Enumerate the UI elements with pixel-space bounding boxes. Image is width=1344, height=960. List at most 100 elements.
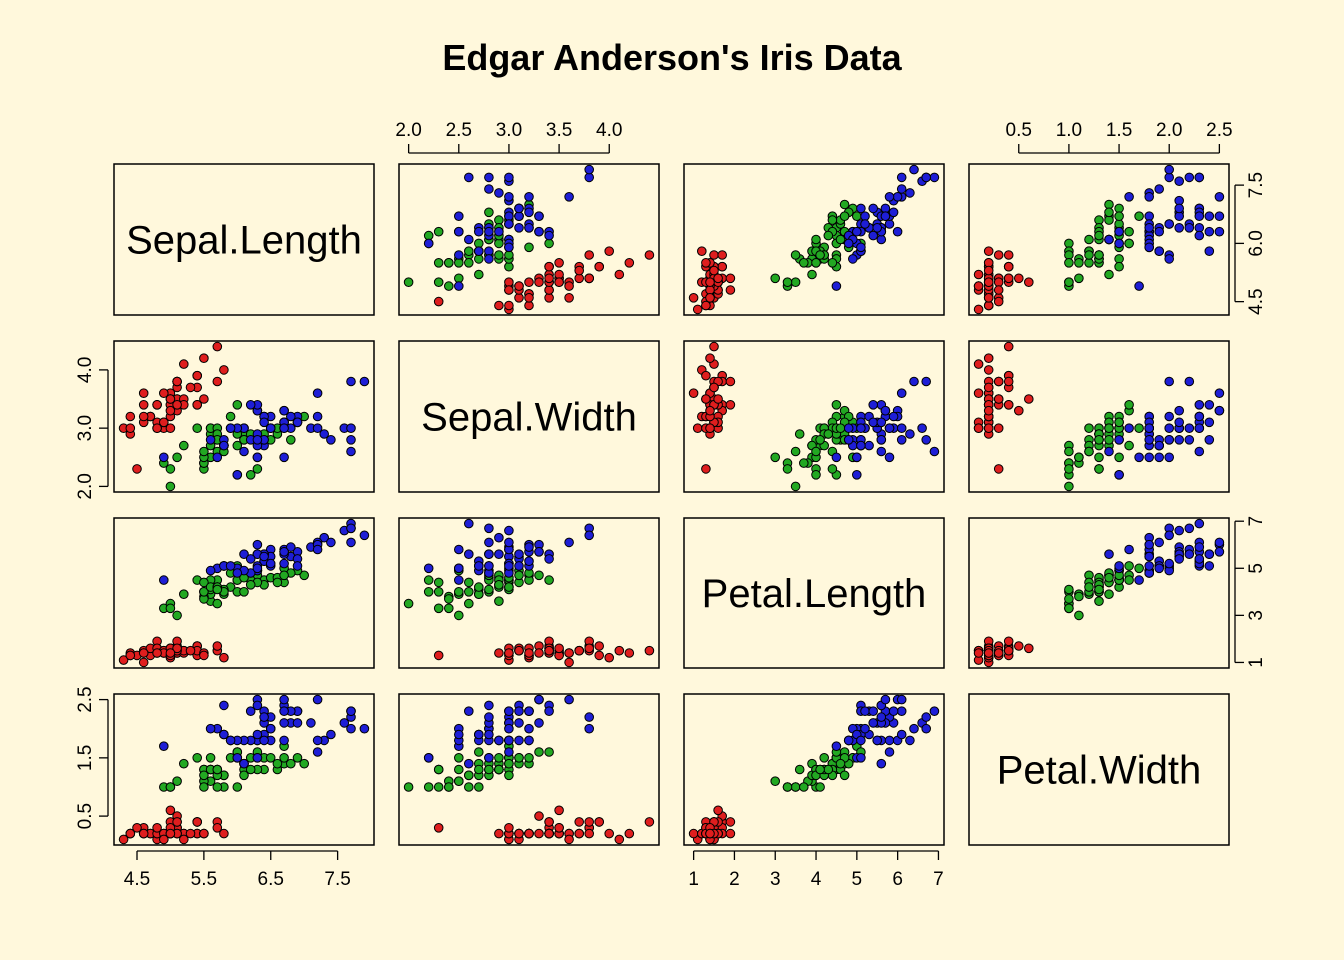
data-point — [604, 652, 615, 663]
data-point — [782, 782, 793, 792]
data-point — [494, 648, 504, 658]
data-point — [423, 782, 434, 792]
data-point — [225, 735, 236, 746]
data-point — [709, 265, 719, 276]
data-point — [132, 823, 142, 833]
data-point — [594, 261, 605, 272]
data-point — [534, 648, 544, 658]
data-point — [504, 172, 514, 183]
data-point — [125, 411, 136, 422]
data-point — [312, 747, 323, 757]
data-point — [1164, 435, 1174, 445]
data-point — [1003, 400, 1014, 410]
data-point — [454, 587, 464, 597]
panel-frame — [398, 517, 660, 669]
data-point — [165, 828, 176, 839]
data-point — [292, 561, 303, 571]
data-point — [212, 376, 223, 387]
data-point — [584, 164, 595, 175]
data-point — [225, 423, 236, 434]
data-point — [1184, 549, 1195, 560]
data-point — [433, 764, 444, 775]
data-point — [564, 281, 574, 291]
data-point — [799, 458, 809, 468]
data-point — [888, 411, 899, 422]
data-point — [868, 203, 879, 214]
data-point — [484, 753, 494, 763]
data-point — [138, 828, 149, 839]
data-point — [524, 753, 534, 763]
data-point — [1144, 242, 1154, 253]
data-point — [843, 435, 854, 445]
data-point — [433, 577, 444, 588]
data-point — [179, 589, 189, 600]
data-point — [232, 470, 243, 480]
data-point — [815, 782, 825, 792]
data-point — [564, 657, 574, 668]
data-point — [1154, 537, 1164, 548]
data-point — [454, 764, 464, 775]
data-point — [433, 650, 444, 661]
data-point — [484, 523, 494, 534]
data-point — [1214, 388, 1225, 399]
data-point — [843, 238, 854, 249]
data-point — [1003, 376, 1014, 387]
data-point — [279, 547, 289, 557]
data-point — [165, 405, 176, 416]
data-point — [494, 250, 504, 260]
data-point — [1124, 192, 1134, 202]
tick-label: 3 — [770, 869, 781, 890]
data-point — [172, 452, 182, 463]
variable-label-petal-width: Petal.Width — [997, 749, 1202, 793]
data-point — [831, 400, 842, 410]
data-point — [423, 587, 434, 597]
data-point — [504, 561, 514, 571]
data-point — [856, 440, 866, 451]
data-point — [504, 648, 514, 658]
data-point — [1214, 226, 1225, 237]
data-point — [701, 394, 711, 404]
panel-petal-length-vs-petal-width — [968, 517, 1230, 669]
panel-petal-width-vs-petal-length — [683, 693, 945, 846]
data-point — [514, 223, 524, 233]
data-point — [819, 753, 830, 763]
axis-petal-length-bottom: 1 2 3 4 5 6 7 — [688, 850, 944, 890]
data-point — [856, 735, 866, 746]
data-point — [909, 164, 919, 175]
data-point — [1194, 172, 1205, 183]
data-point — [159, 417, 169, 428]
panel-petal-length-vs-sepal-width — [398, 517, 660, 669]
data-point — [823, 230, 834, 241]
data-point — [212, 584, 223, 595]
data-point — [534, 277, 544, 288]
data-point — [219, 365, 229, 375]
data-point — [574, 828, 585, 839]
data-point — [494, 226, 504, 237]
data-point — [326, 537, 336, 548]
data-point — [199, 394, 209, 404]
data-point — [1094, 464, 1104, 474]
data-point — [811, 470, 821, 480]
data-point — [1144, 435, 1154, 445]
data-point — [1084, 582, 1094, 592]
data-point — [644, 250, 655, 260]
data-point — [239, 758, 249, 769]
data-point — [564, 293, 574, 303]
data-point — [1174, 417, 1184, 428]
data-point — [790, 277, 801, 288]
data-point — [896, 729, 907, 740]
data-point — [880, 405, 891, 416]
data-point — [564, 192, 574, 202]
data-point — [524, 542, 534, 552]
data-point — [917, 423, 927, 434]
data-point — [1124, 238, 1134, 249]
data-point — [1204, 561, 1215, 571]
data-point — [983, 277, 994, 288]
data-point — [454, 281, 464, 291]
data-point — [212, 641, 223, 651]
data-point — [172, 776, 182, 787]
data-point — [1014, 273, 1024, 284]
data-point — [1164, 423, 1174, 434]
data-point — [524, 192, 534, 202]
tick-label: 1.0 — [1056, 120, 1082, 141]
